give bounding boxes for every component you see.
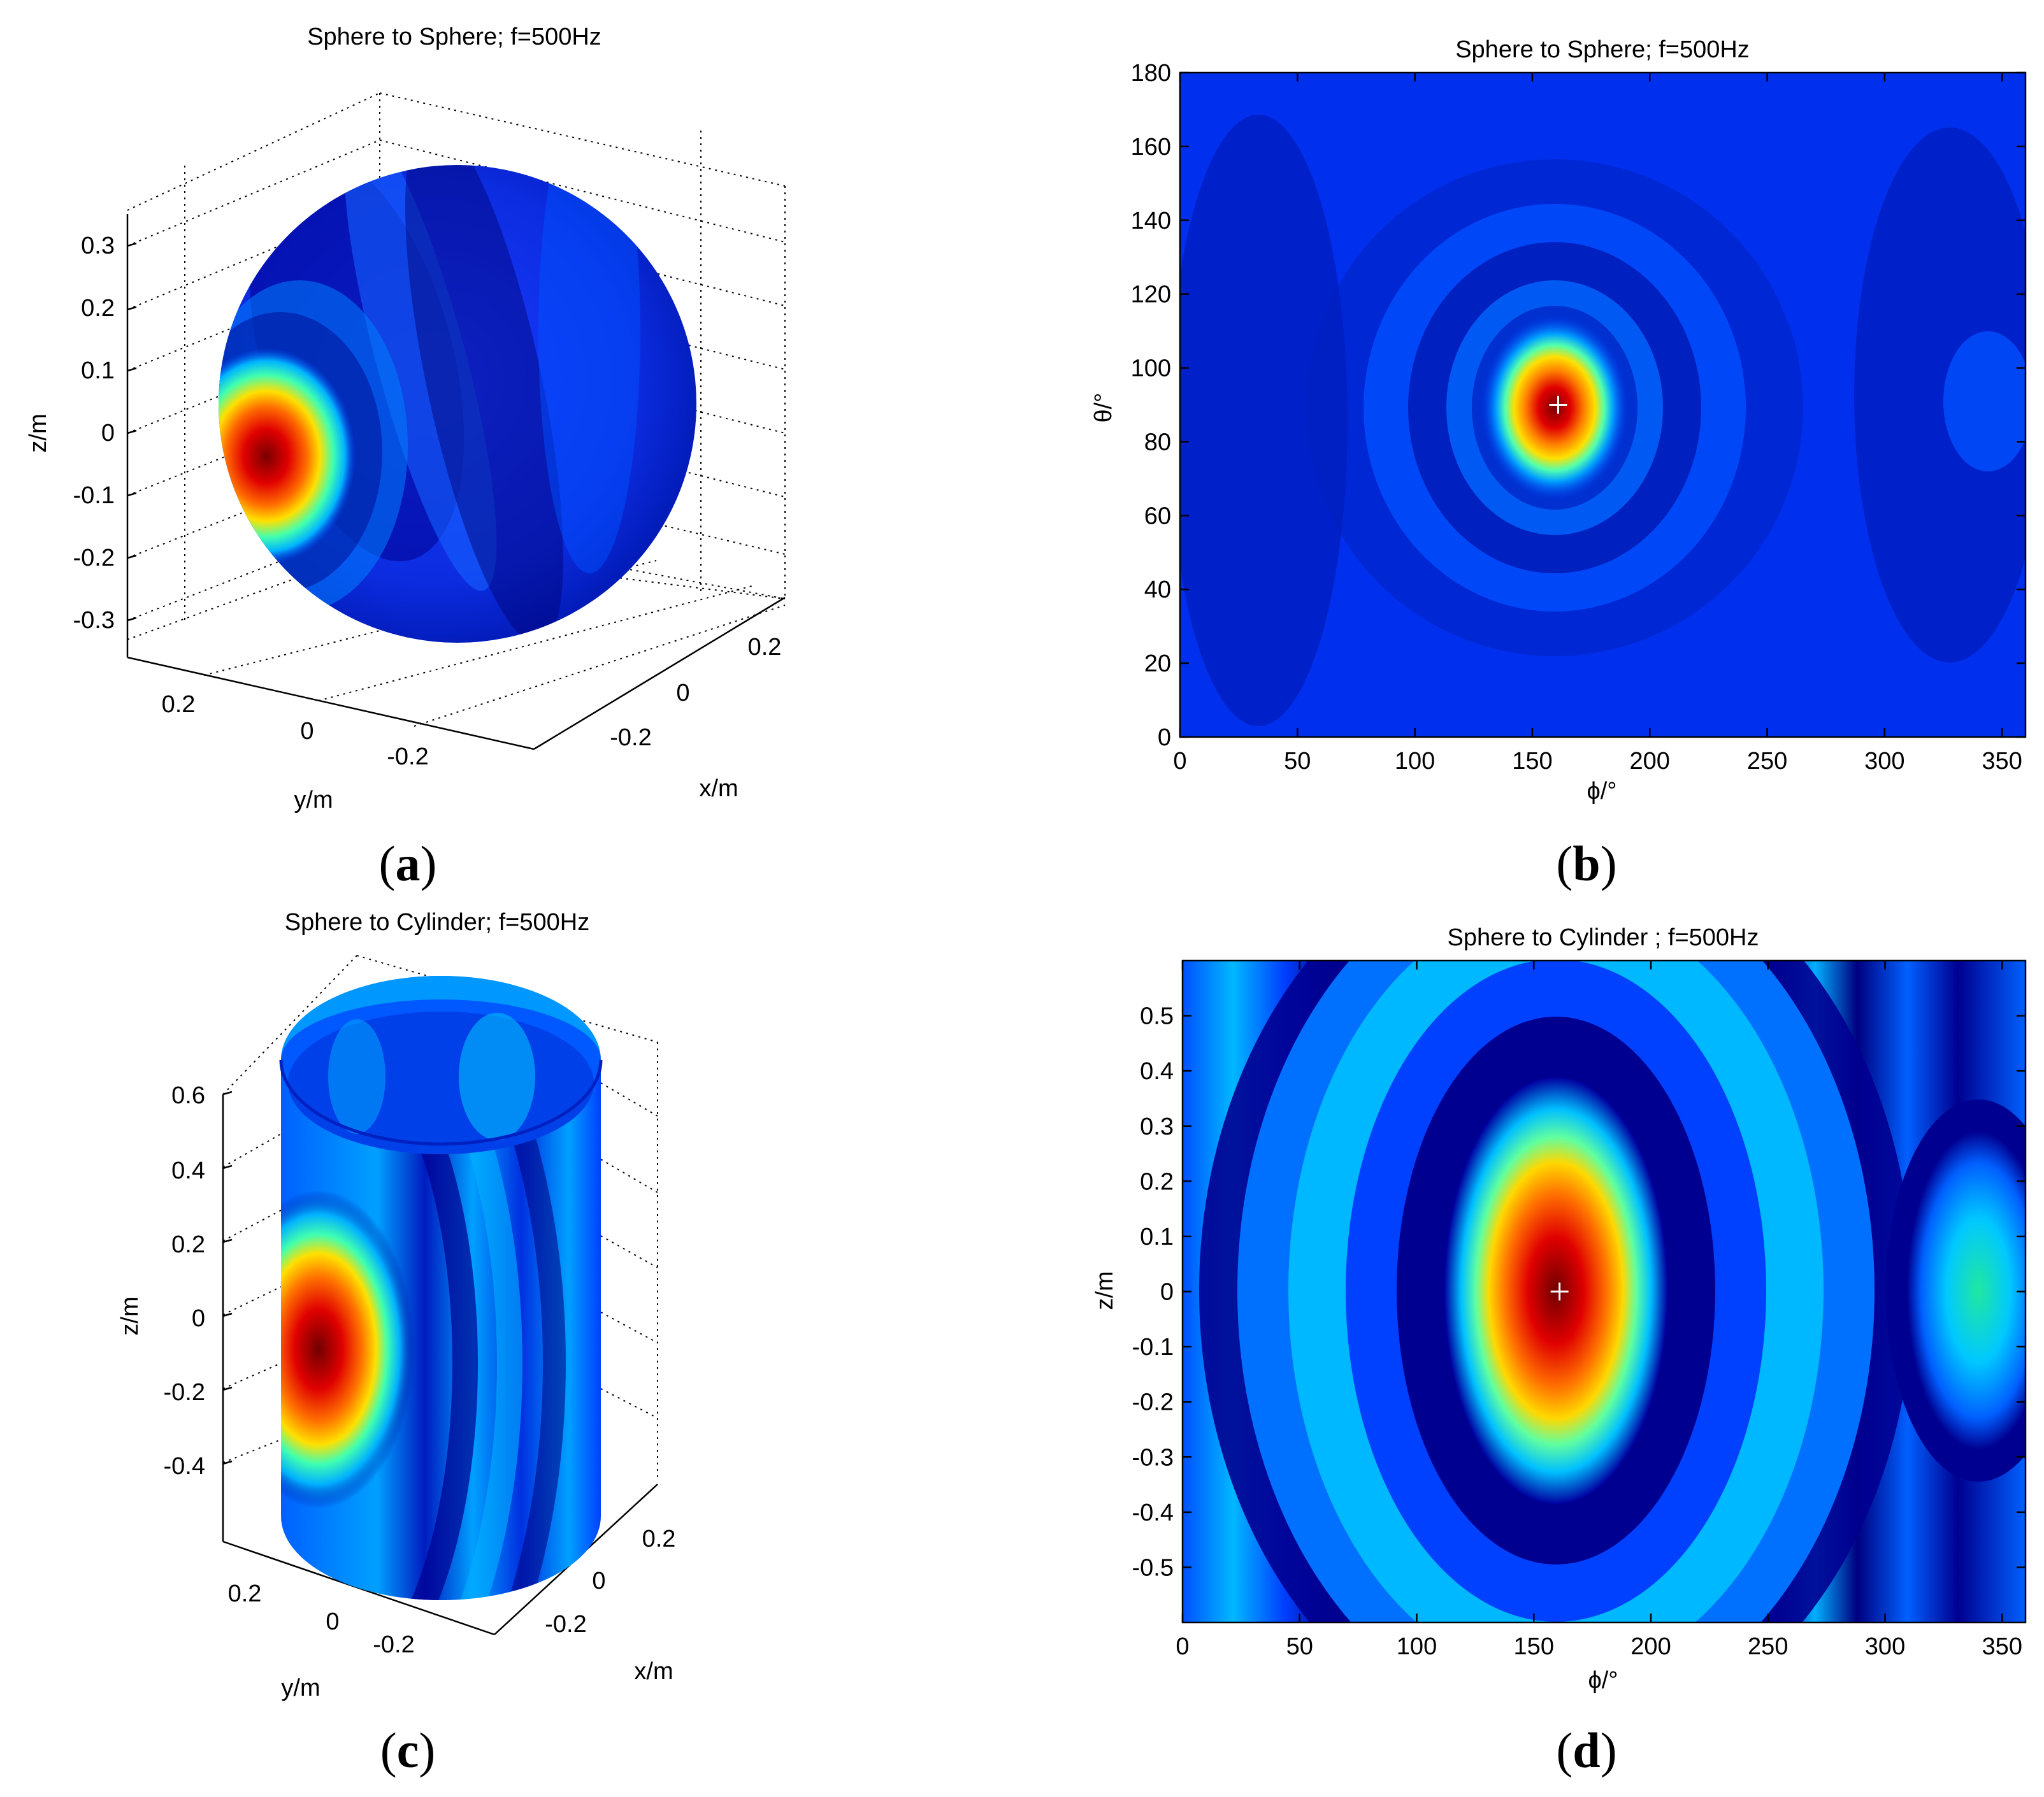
- a-ztick: 0: [101, 420, 115, 447]
- a-ztick: 0.1: [81, 357, 115, 384]
- panel-b: Sphere to Sphere; f=500Hz 0 50 100 150 200 25…: [1090, 36, 2027, 891]
- y-tick-label: 0.5: [1140, 1003, 1174, 1030]
- y-tick-label: 0.1: [1140, 1224, 1174, 1250]
- y-tick-label: 160: [1131, 134, 1171, 161]
- c-ytick: 0.2: [228, 1580, 262, 1607]
- x-tick-label: 250: [1747, 748, 1787, 775]
- d-xlabel: ϕ/°: [1588, 1667, 1618, 1694]
- y-tick-label: 0.3: [1140, 1113, 1174, 1140]
- x-tick-label: 150: [1512, 748, 1552, 775]
- c-ylabel: y/m: [281, 1675, 320, 1701]
- a-xtick: 0.2: [748, 634, 782, 661]
- y-tick-label: 100: [1131, 355, 1171, 382]
- panel-d-caption: (d): [1556, 1722, 1616, 1778]
- panel-a-title: Sphere to Sphere; f=500Hz: [307, 24, 601, 50]
- c-xtick: 0.2: [642, 1526, 676, 1552]
- y-tick-label: 0: [1160, 1279, 1174, 1306]
- b-xlabel: ϕ/°: [1587, 778, 1616, 805]
- panel-d-heatmap: [1183, 961, 2026, 1622]
- a-ztick: -0.1: [73, 482, 115, 509]
- a-ztick: 0.3: [81, 233, 115, 259]
- b-ylabel: θ/°: [1090, 393, 1117, 423]
- y-tick-label: 80: [1144, 429, 1171, 455]
- x-tick-label: 200: [1630, 748, 1670, 775]
- y-tick-label: 60: [1144, 503, 1171, 529]
- panel-a-axes: [126, 214, 786, 750]
- panel-c-cylinder-surface: [279, 976, 603, 1600]
- panel-b-frame: [1179, 71, 2027, 738]
- panel-c-caption: (c): [380, 1722, 436, 1778]
- panel-b-marker: [1549, 396, 1567, 414]
- c-zlabel: z/m: [117, 1296, 143, 1335]
- c-ztick: -0.2: [164, 1379, 205, 1406]
- panel-a: Sphere to Sphere; f=500Hz: [25, 24, 786, 891]
- panel-b-caption: (b): [1556, 836, 1616, 891]
- x-tick-label: 0: [1173, 748, 1186, 775]
- a-ytick: 0: [300, 718, 313, 745]
- c-ztick: 0.2: [171, 1231, 205, 1258]
- panel-b-ticks: 0 50 100 150 200 250 300 350 0 20 40 60 80 100 120 140 1…: [1131, 60, 2026, 775]
- y-tick-label: 20: [1144, 650, 1171, 677]
- x-tick-label: 200: [1630, 1633, 1671, 1660]
- x-tick-label: 250: [1748, 1633, 1788, 1660]
- x-tick-label: 100: [1397, 1633, 1437, 1660]
- y-tick-label: -0.5: [1132, 1554, 1174, 1581]
- a-xlabel: x/m: [699, 775, 738, 802]
- y-tick-label: -0.3: [1132, 1444, 1174, 1471]
- panel-d-marker: [1550, 1282, 1569, 1301]
- panel-d: Sphere to Cylinder ; f=500Hz 0 50 100 150 20…: [1091, 924, 2027, 1778]
- x-tick-label: 350: [1982, 1633, 2022, 1660]
- x-tick-label: 150: [1514, 1633, 1554, 1660]
- c-ytick: 0: [326, 1608, 339, 1635]
- y-tick-label: 140: [1131, 208, 1171, 234]
- panel-a-sphere-surface: [219, 165, 696, 643]
- a-xtick: 0: [676, 680, 689, 706]
- panel-b-heatmap: [1180, 73, 2026, 737]
- a-ztick: -0.2: [73, 545, 115, 571]
- c-xlabel: x/m: [634, 1658, 673, 1685]
- y-tick-label: -0.4: [1132, 1500, 1174, 1526]
- a-ztick: -0.3: [73, 607, 115, 634]
- y-tick-label: 0.2: [1140, 1168, 1174, 1195]
- panel-d-ticks: 0 50 100 150 200 250 300 350 0.5 0.4 0.3 0.2 0.1 0 -0.…: [1132, 961, 2026, 1660]
- d-ylabel: z/m: [1091, 1271, 1118, 1310]
- a-ylabel: y/m: [294, 787, 333, 813]
- a-ytick: -0.2: [387, 743, 428, 770]
- panel-c: Sphere to Cylinder; f=500Hz: [117, 909, 676, 1778]
- y-tick-label: 40: [1144, 576, 1171, 603]
- y-tick-label: 0.4: [1140, 1058, 1174, 1085]
- y-tick-label: 0: [1158, 724, 1171, 751]
- panel-d-title: Sphere to Cylinder ; f=500Hz: [1448, 924, 1759, 951]
- panel-c-title: Sphere to Cylinder; f=500Hz: [285, 909, 589, 936]
- panel-b-title: Sphere to Sphere; f=500Hz: [1455, 36, 1750, 63]
- a-ytick: 0.2: [162, 691, 196, 718]
- x-tick-label: 300: [1865, 1633, 1905, 1660]
- x-tick-label: 100: [1395, 748, 1435, 775]
- x-tick-label: 50: [1286, 1633, 1313, 1660]
- y-tick-label: 120: [1131, 282, 1171, 308]
- x-tick-label: 0: [1176, 1633, 1189, 1660]
- c-zticks-marks: [222, 1091, 233, 1465]
- c-ztick: 0.6: [171, 1082, 205, 1109]
- panel-a-caption: (a): [379, 836, 437, 891]
- c-xtick: 0: [592, 1568, 605, 1594]
- c-ztick: -0.4: [164, 1453, 205, 1480]
- a-ztick: 0.2: [81, 295, 115, 322]
- c-xtick: -0.2: [545, 1611, 586, 1638]
- y-tick-label: 180: [1131, 60, 1171, 87]
- x-tick-label: 50: [1284, 748, 1311, 775]
- a-zlabel: z/m: [25, 413, 52, 452]
- c-ytick: -0.2: [373, 1631, 414, 1658]
- c-ztick: 0.4: [171, 1157, 205, 1184]
- a-xtick: -0.2: [610, 724, 651, 751]
- x-tick-label: 350: [1982, 748, 2022, 775]
- x-tick-label: 300: [1864, 748, 1904, 775]
- c-ztick: 0: [192, 1305, 205, 1332]
- y-tick-label: -0.2: [1132, 1389, 1174, 1416]
- y-tick-label: -0.1: [1132, 1334, 1174, 1361]
